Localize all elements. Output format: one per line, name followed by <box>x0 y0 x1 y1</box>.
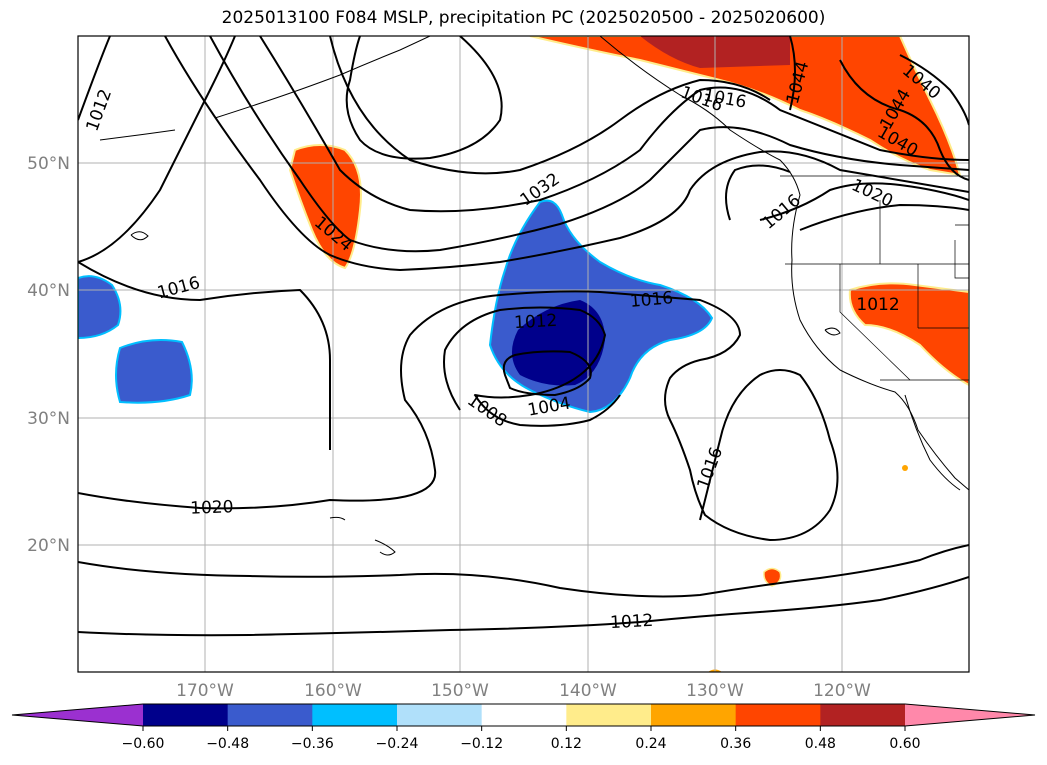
longitude-labels: 170°W 160°W 150°W 140°W 130°W 120°W <box>176 681 871 701</box>
isobars <box>78 36 969 637</box>
colorbar-tick-label: −0.48 <box>206 736 249 752</box>
colorbar-segment <box>820 704 906 726</box>
contour-label: 1012 <box>856 295 899 315</box>
colorbar-segment <box>312 704 398 726</box>
lon-label-140w: 140°W <box>559 681 617 701</box>
colorbar: −0.60 −0.48 −0.36 −0.24 −0.12 0.12 0.24 0.36 0.4… <box>11 703 1036 752</box>
lat-label-30n: 30°N <box>27 409 70 429</box>
colorbar-tick-label: −0.12 <box>460 736 503 752</box>
colorbar-segment <box>735 704 821 726</box>
lon-label-120w: 120°W <box>813 681 871 701</box>
colorbar-tick-label: −0.60 <box>122 736 165 752</box>
lon-label-160w: 160°W <box>304 681 362 701</box>
contour-label: 1020 <box>190 497 234 518</box>
contour-label: 1012 <box>514 311 558 333</box>
lon-label-150w: 150°W <box>431 681 489 701</box>
lon-label-130w: 130°W <box>686 681 744 701</box>
colorbar-tick-label: −0.36 <box>291 736 334 752</box>
colorbar-tick-label: 0.48 <box>805 736 836 752</box>
colorbar-segment <box>143 704 229 726</box>
lat-label-50n: 50°N <box>27 154 70 174</box>
chart-title: 2025013100 F084 MSLP, precipitation PC (… <box>221 8 826 28</box>
coastlines <box>99 36 969 556</box>
colorbar-segment <box>397 704 483 726</box>
colorbar-tick-label: 0.60 <box>889 736 920 752</box>
colorbar-tick-label: −0.24 <box>376 736 419 752</box>
colorbar-extend-max <box>905 704 1035 726</box>
colorbar-segment <box>227 704 313 726</box>
colorbar-tick-label: 0.12 <box>551 736 582 752</box>
latitude-labels: 50°N 40°N 30°N 20°N <box>27 154 70 556</box>
colorbar-tick-label: 0.36 <box>720 736 751 752</box>
lat-label-40n: 40°N <box>27 281 70 301</box>
gridlines <box>78 36 969 672</box>
colorbar-segment <box>481 704 567 726</box>
colorbar-segment <box>566 704 652 726</box>
colorbar-tick-label: 0.24 <box>635 736 666 752</box>
contour-label: 1016 <box>629 288 674 312</box>
map-frame <box>77 35 970 673</box>
colorbar-extend-min <box>12 704 143 726</box>
contour-label: 1012 <box>610 611 654 633</box>
lon-label-170w: 170°W <box>176 681 234 701</box>
colorbar-segment <box>651 704 737 726</box>
lat-label-20n: 20°N <box>27 536 70 556</box>
